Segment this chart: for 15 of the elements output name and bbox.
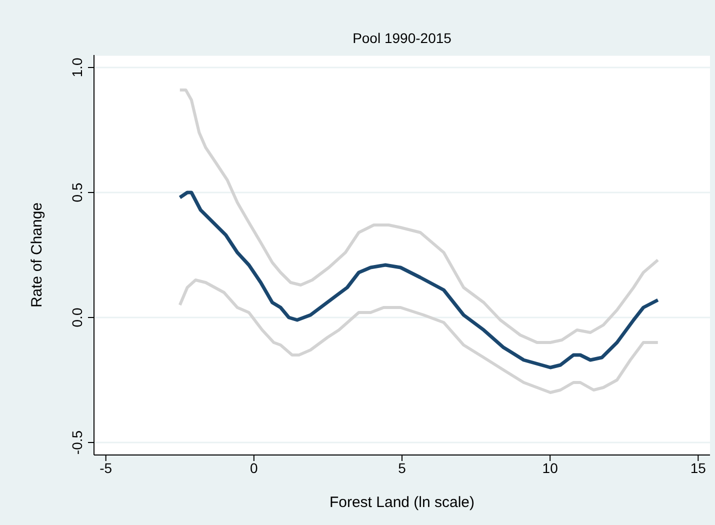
line-series [178, 190, 660, 370]
line-series [178, 278, 660, 394]
y-tick-label: 1.0 [69, 58, 85, 78]
line-series [178, 88, 660, 344]
y-axis-title: Rate of Change [28, 202, 46, 308]
x-tick-label: -5 [100, 460, 112, 476]
x-tick-label: 5 [398, 460, 406, 476]
y-tick-label: -0.5 [69, 430, 85, 455]
chart-title: Pool 1990-2015 [352, 30, 452, 46]
x-tick-label: 10 [542, 460, 558, 476]
x-tick-label: 0 [250, 460, 258, 476]
x-tick-label: 15 [690, 460, 706, 476]
x-axis-title: Forest Land (ln scale) [329, 494, 475, 511]
y-tick-label: 0.5 [69, 182, 85, 202]
y-tick-label: 0.0 [69, 308, 85, 328]
